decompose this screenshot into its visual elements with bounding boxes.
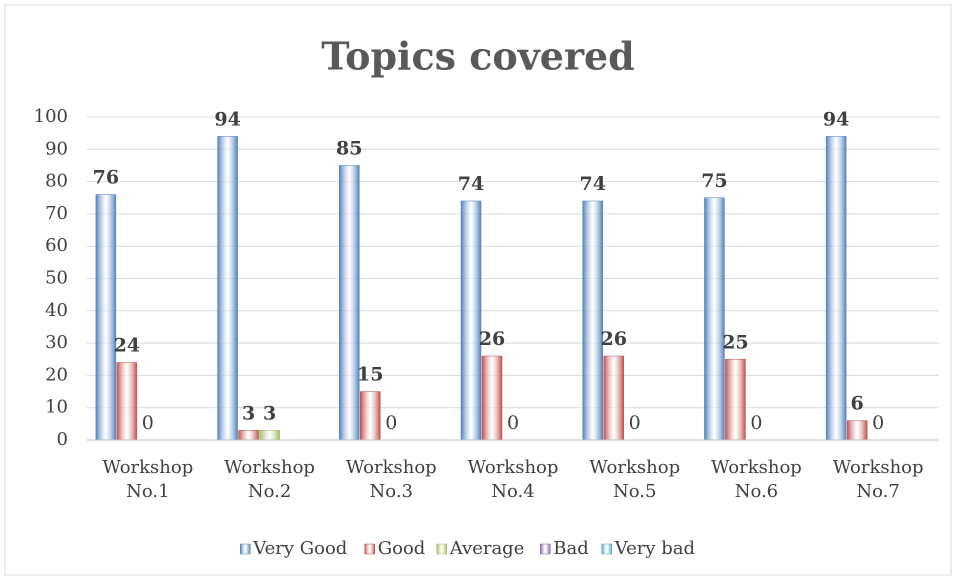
bar: [481, 355, 503, 441]
data-label: 15: [357, 364, 383, 386]
data-label: 0: [507, 412, 519, 434]
y-tick-label: 40: [45, 300, 68, 321]
bar: [704, 197, 725, 441]
data-label: 24: [114, 334, 140, 356]
x-tick-label: Workshop No.5: [589, 457, 681, 502]
legend-label: Bad: [553, 538, 588, 559]
bar: [725, 359, 746, 441]
y-tick-label: 60: [45, 235, 68, 256]
legend-swatch: [364, 543, 375, 555]
bar: [116, 362, 138, 441]
legend-label: Very Good: [252, 538, 347, 559]
data-label: 0: [142, 412, 154, 434]
legend-swatch: [436, 543, 447, 555]
legend-label: Good: [378, 538, 426, 559]
data-label: 0: [629, 412, 641, 434]
data-label: 75: [701, 170, 727, 192]
data-label: 0: [385, 412, 397, 434]
bar: [846, 420, 868, 441]
y-tick-label: 10: [45, 397, 68, 418]
chart-title: Topics covered: [321, 34, 635, 79]
bar: [95, 194, 117, 441]
y-tick-label: 90: [45, 138, 68, 159]
bar: [238, 430, 259, 441]
data-label: 74: [579, 173, 605, 195]
bar: [259, 430, 280, 441]
y-tick-label: 80: [45, 171, 68, 192]
data-label: 3: [263, 402, 276, 424]
bar: [603, 355, 624, 441]
bar: [217, 136, 238, 441]
data-label: 94: [823, 108, 849, 130]
x-tick-label: Workshop No.7: [832, 457, 924, 502]
data-label: 25: [722, 331, 748, 353]
data-label: 94: [214, 108, 240, 130]
y-tick-label: 0: [57, 429, 68, 450]
y-tick-label: 100: [34, 106, 68, 127]
y-tick-label: 30: [45, 332, 68, 353]
x-tick-label: Workshop No.4: [467, 457, 559, 502]
x-tick-label: Workshop No.1: [102, 457, 194, 502]
data-label: 74: [458, 173, 484, 195]
legend-swatch: [601, 543, 612, 555]
data-label: 85: [336, 137, 362, 159]
x-tick-label: Workshop No.6: [711, 457, 802, 502]
bar: [825, 136, 847, 441]
data-label: 26: [600, 328, 626, 350]
legend-label: Very bad: [614, 538, 695, 559]
y-tick-label: 20: [45, 364, 68, 385]
x-tick-label: Workshop No.3: [345, 457, 437, 502]
data-label: 0: [750, 412, 762, 434]
y-tick-label: 70: [45, 203, 68, 224]
data-label: 0: [872, 412, 884, 434]
bar: [360, 391, 381, 441]
x-tick-label: Workshop No.2: [224, 457, 315, 502]
data-label: 26: [479, 328, 505, 350]
bar: [460, 200, 482, 441]
legend-swatch: [540, 543, 551, 555]
y-tick-label: 50: [45, 268, 68, 289]
data-label: 6: [851, 393, 864, 415]
bar: [582, 200, 603, 441]
legend-label: Average: [449, 538, 525, 559]
bar: [339, 165, 360, 441]
data-label: 3: [242, 402, 255, 424]
data-label: 76: [93, 167, 119, 189]
legend-swatch: [240, 543, 251, 555]
